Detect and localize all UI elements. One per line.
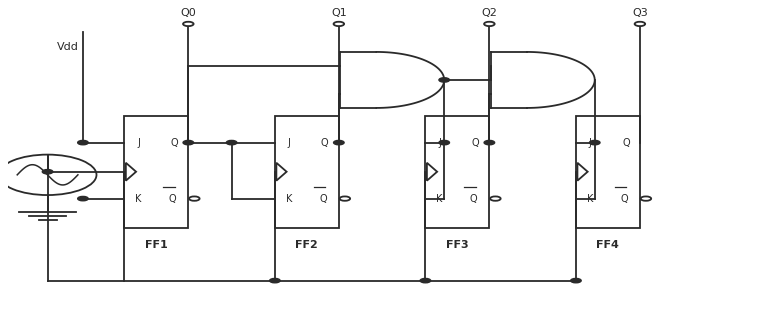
Text: Q: Q [168, 194, 176, 204]
Text: J: J [438, 138, 441, 148]
Text: Q2: Q2 [482, 8, 498, 18]
Circle shape [0, 155, 97, 195]
Text: K: K [286, 194, 292, 204]
Bar [124, 116, 188, 228]
Circle shape [641, 196, 651, 201]
Text: J: J [137, 138, 140, 148]
Text: K: K [436, 194, 442, 204]
Circle shape [189, 196, 200, 201]
Circle shape [439, 140, 449, 145]
Text: Q: Q [620, 194, 627, 204]
Text: J: J [588, 138, 591, 148]
Circle shape [333, 22, 344, 26]
Circle shape [484, 22, 495, 26]
Circle shape [78, 140, 88, 145]
Text: FF3: FF3 [446, 240, 468, 250]
Circle shape [339, 196, 350, 201]
Bar [576, 116, 640, 228]
Circle shape [634, 22, 645, 26]
Text: Q1: Q1 [331, 8, 346, 18]
Text: FF4: FF4 [597, 240, 619, 250]
Polygon shape [578, 163, 588, 181]
Text: Q: Q [469, 194, 477, 204]
Circle shape [227, 140, 237, 145]
Text: Q: Q [319, 194, 326, 204]
Circle shape [490, 196, 501, 201]
Bar [275, 116, 339, 228]
Text: Q3: Q3 [632, 8, 647, 18]
Circle shape [590, 140, 600, 145]
Circle shape [183, 22, 194, 26]
Text: K: K [135, 194, 141, 204]
Circle shape [78, 196, 88, 201]
Bar [425, 116, 489, 228]
Circle shape [571, 278, 581, 283]
Text: Q: Q [622, 138, 630, 148]
Circle shape [420, 278, 431, 283]
Text: J: J [287, 138, 290, 148]
Text: Q0: Q0 [180, 8, 196, 18]
Text: Q: Q [170, 138, 178, 148]
Circle shape [333, 140, 344, 145]
Circle shape [42, 169, 53, 174]
Circle shape [270, 278, 280, 283]
Circle shape [439, 78, 449, 82]
Text: FF2: FF2 [296, 240, 318, 250]
Text: Q: Q [321, 138, 329, 148]
Text: Q: Q [472, 138, 479, 148]
Polygon shape [126, 163, 136, 181]
Polygon shape [276, 163, 286, 181]
Circle shape [183, 140, 194, 145]
Text: FF1: FF1 [145, 240, 167, 250]
Text: K: K [587, 194, 593, 204]
Text: Vdd: Vdd [58, 42, 79, 52]
Polygon shape [427, 163, 437, 181]
Circle shape [484, 140, 495, 145]
